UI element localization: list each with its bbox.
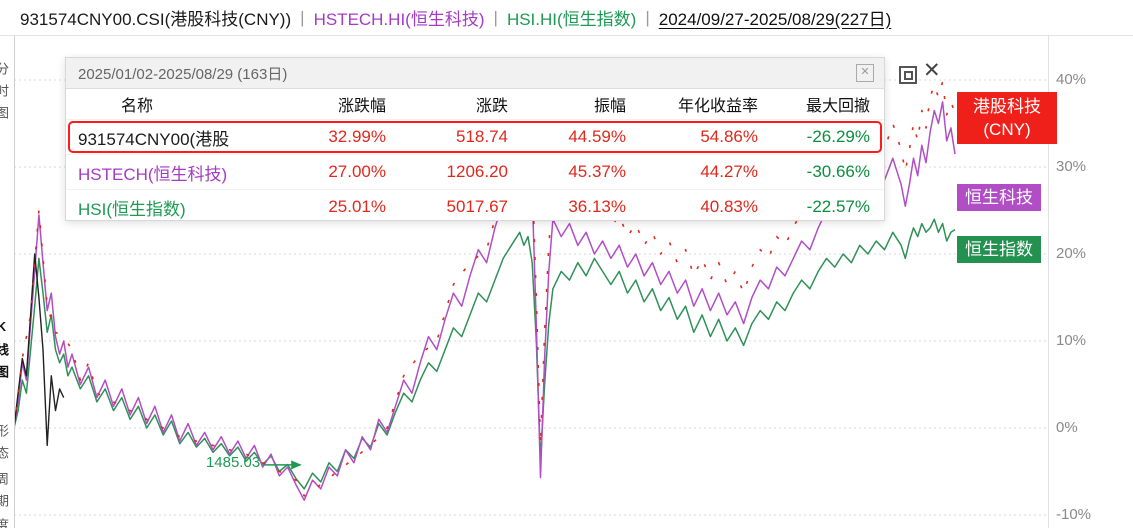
row-drawdown: -22.57%: [806, 197, 870, 216]
col-name: 名称: [121, 98, 154, 115]
row-change-pct: 25.01%: [328, 197, 386, 216]
row-name: HSI(恒生指数): [78, 199, 186, 219]
badge-csi-line1: 港股科技: [973, 97, 1041, 116]
badge-hstech: 恒生科技: [957, 184, 1041, 211]
sidebar-item-time-chart[interactable]: 分时图: [0, 62, 9, 128]
row-annualized: 40.83%: [700, 197, 758, 216]
col-change: 涨跌: [475, 98, 508, 115]
close-icon[interactable]: ✕: [923, 59, 941, 82]
row-amplitude: 45.37%: [568, 162, 626, 181]
col-annualized: 年化收益率: [677, 98, 758, 115]
y-axis-label: -10%: [1056, 506, 1092, 523]
date-range-selector[interactable]: 2024/09/27-2025/08/29(227日): [658, 10, 892, 29]
hsi-line: [13, 218, 956, 490]
row-annualized: 54.86%: [700, 127, 758, 146]
col-amplitude: 振幅: [593, 98, 626, 115]
row-name: HSTECH(恒生科技): [78, 164, 228, 184]
y-axis-label: 30%: [1056, 158, 1087, 175]
row-annualized: 44.27%: [700, 162, 758, 181]
row-change-pct: 27.00%: [328, 162, 386, 181]
stats-panel: 2025/01/02-2025/08/29 (163日) ✕ 名称 涨跌幅 涨跌…: [65, 57, 885, 221]
row-amplitude: 44.59%: [568, 127, 626, 146]
badge-csi-line2: (CNY): [983, 120, 1031, 139]
sidebar-item-pattern[interactable]: 形态: [0, 424, 9, 468]
restore-window-icon[interactable]: [899, 66, 917, 84]
series-label-hsi[interactable]: HSI.HI(恒生指数): [506, 10, 637, 29]
stats-table-header: 名称 涨跌幅 涨跌 振幅 年化收益率 最大回撤: [66, 89, 884, 119]
row-change: 5017.67: [446, 197, 508, 216]
y-axis-separator: [1048, 36, 1049, 528]
table-row-hsi[interactable]: HSI(恒生指数) 25.01% 5017.67 36.13% 40.83% -…: [66, 189, 884, 224]
left-sidebar: 分时图 K线图 形态 周期 深度: [0, 36, 15, 528]
top-bar: 931574CNY00.CSI(港股科技(CNY)) | HSTECH.HI(恒…: [0, 0, 1133, 36]
table-row-hstech[interactable]: HSTECH(恒生科技) 27.00% 1206.20 45.37% 44.27…: [66, 154, 884, 189]
table-row-csi[interactable]: 931574CNY00(港股 32.99% 518.74 44.59% 54.8…: [66, 119, 884, 154]
sidebar-item-kline-chart[interactable]: K线图: [0, 319, 9, 387]
badge-hsi: 恒生指数: [957, 236, 1041, 263]
col-drawdown: 最大回撤: [805, 98, 870, 115]
panel-close-icon[interactable]: ✕: [856, 64, 874, 82]
row-amplitude: 36.13%: [568, 197, 626, 216]
row-change: 1206.20: [446, 162, 508, 181]
csi_intro-line: [13, 253, 65, 447]
separator: |: [300, 7, 305, 27]
stats-panel-header: 2025/01/02-2025/08/29 (163日) ✕: [66, 58, 884, 89]
series-label-csi[interactable]: 931574CNY00.CSI(港股科技(CNY)): [20, 10, 292, 29]
separator: |: [493, 7, 498, 27]
sidebar-item-period[interactable]: 周期: [0, 472, 9, 516]
series-label-hstech[interactable]: HSTECH.HI(恒生科技): [313, 10, 485, 29]
y-axis-label: 20%: [1056, 245, 1087, 262]
stats-panel-title: 2025/01/02-2025/08/29 (163日): [78, 65, 288, 83]
y-axis-label: 10%: [1056, 332, 1087, 349]
sidebar-item-depth[interactable]: 深度: [0, 518, 14, 528]
row-drawdown: -30.66%: [806, 162, 870, 181]
row-change-pct: 32.99%: [328, 127, 386, 146]
y-axis-label: 40%: [1056, 71, 1087, 88]
min-value-annotation: 1485.03: [205, 453, 261, 471]
badge-csi: 港股科技 (CNY): [957, 92, 1057, 144]
separator: |: [645, 7, 650, 27]
y-axis-label: 0%: [1056, 419, 1078, 436]
row-change: 518.74: [456, 127, 508, 146]
row-name: 931574CNY00(港股: [78, 129, 230, 149]
row-drawdown: -26.29%: [806, 127, 870, 146]
col-change-pct: 涨跌幅: [337, 98, 386, 115]
